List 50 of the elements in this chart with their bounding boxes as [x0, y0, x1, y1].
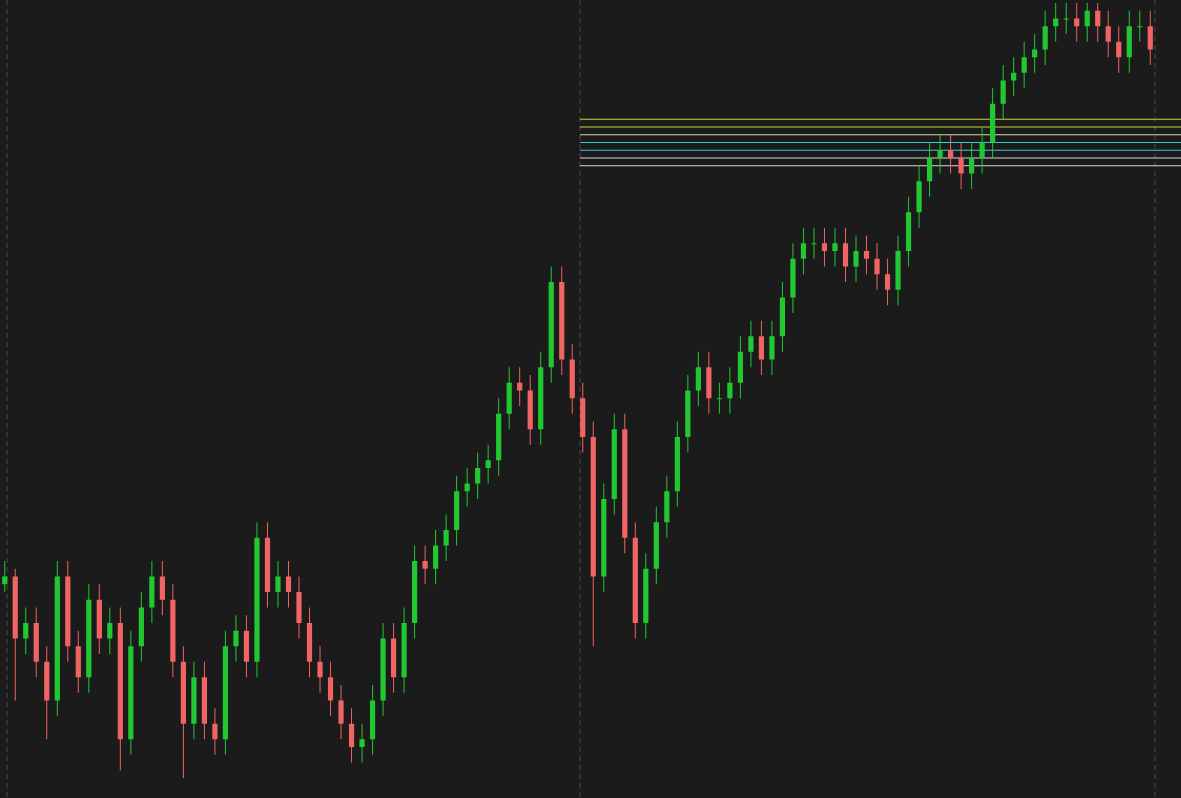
candlestick [969, 142, 975, 190]
candlestick [716, 382, 722, 415]
candlestick [1137, 10, 1143, 43]
candlestick [884, 258, 891, 306]
candlestick [485, 444, 491, 484]
candlestick [832, 227, 838, 267]
candlestick [727, 366, 733, 415]
candlestick [285, 560, 292, 608]
candlestick [107, 607, 113, 655]
candlestick [317, 645, 323, 694]
candlestick [517, 366, 523, 407]
candlestick [1147, 10, 1153, 66]
candlestick [1042, 10, 1048, 66]
candlestick [1105, 10, 1111, 58]
candlestick [233, 614, 239, 663]
candlestick [443, 514, 449, 562]
candlestick [769, 320, 775, 376]
candlestick [348, 707, 355, 763]
candlestick [748, 320, 754, 368]
candlestick [1116, 25, 1122, 74]
candlestick [422, 545, 428, 585]
candlestick [1095, 2, 1101, 43]
candlestick [800, 227, 807, 275]
candlestick [874, 242, 880, 291]
candlestick [842, 227, 849, 283]
candlestick [937, 134, 943, 174]
candlestick [1063, 2, 1069, 35]
candlestick [979, 126, 985, 174]
candlestick [958, 142, 964, 190]
candlestick [821, 227, 828, 267]
candlestick [359, 723, 365, 763]
candlestick [811, 227, 817, 260]
candlestick [758, 320, 765, 376]
candlestick [212, 707, 218, 756]
candlestick [327, 661, 334, 717]
candlestick [23, 607, 29, 655]
candlestick [433, 529, 439, 585]
candlestick [947, 134, 954, 174]
candlestick [159, 560, 165, 616]
candlestick [1011, 56, 1017, 97]
candlestick [275, 560, 281, 608]
candlestick [475, 452, 481, 500]
candlestick [853, 235, 859, 283]
candlestick [863, 235, 870, 275]
candlestick [695, 351, 701, 407]
candlestick [926, 142, 933, 198]
candlestick [1000, 64, 1006, 120]
candlestick [338, 684, 344, 740]
candlestick [1084, 2, 1090, 43]
candlestick [1021, 41, 1027, 89]
